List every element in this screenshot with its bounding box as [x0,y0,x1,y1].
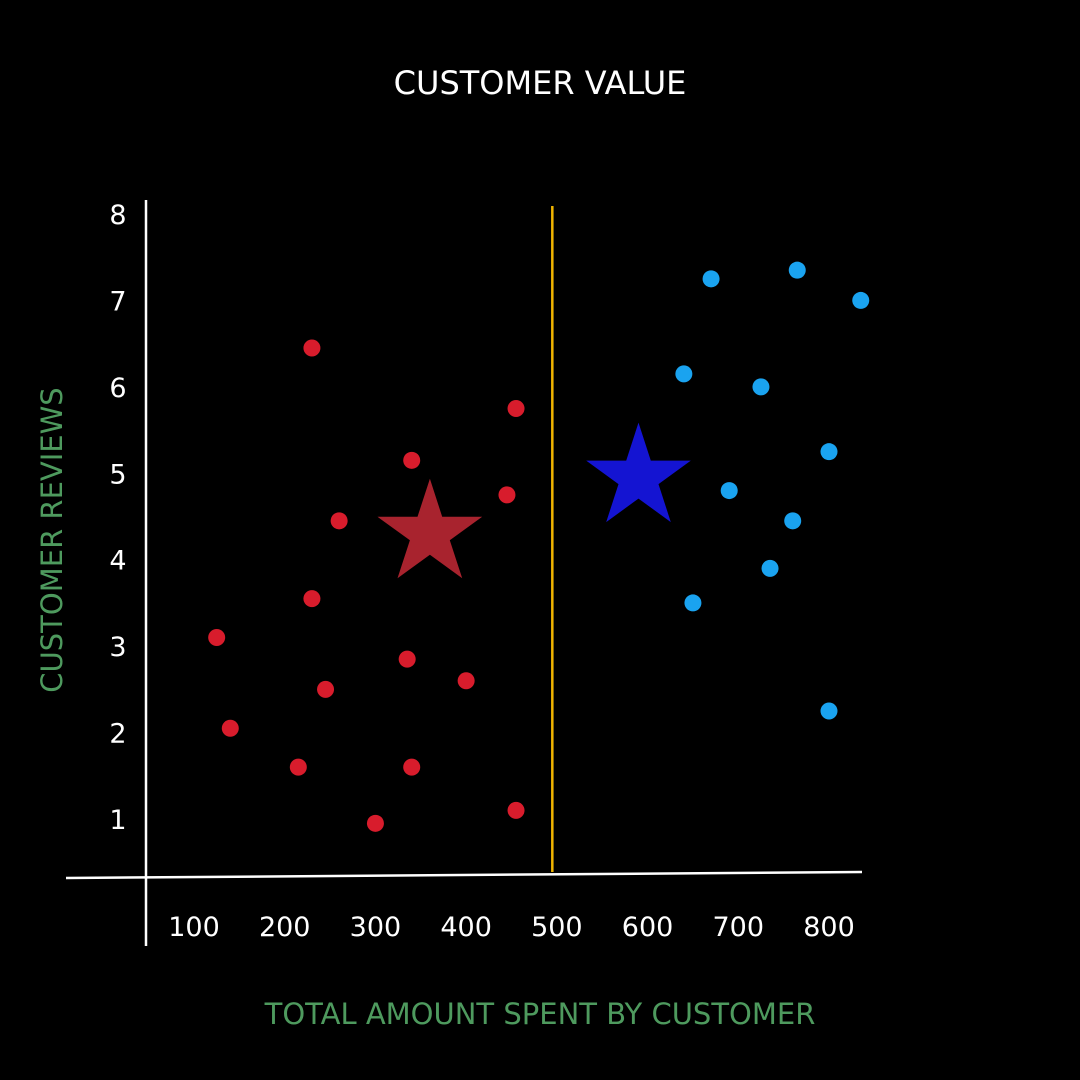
red-cluster-point [498,486,516,504]
chart-title: CUSTOMER VALUE [394,64,687,102]
y-tick-label: 7 [109,286,126,317]
y-tick-label: 4 [109,546,126,577]
blue-cluster-point [675,365,693,383]
blue-cluster-point [752,378,770,396]
y-axis-label: CUSTOMER REVIEWS [35,387,69,692]
red-cluster-point [403,758,421,776]
red-cluster-point [403,451,421,469]
blue-cluster-point [684,594,702,612]
red-cluster-point [398,650,416,668]
red-cluster-point [303,590,321,608]
x-tick-label: 500 [531,912,583,943]
red-cluster-point [366,814,384,832]
blue-cluster-point [702,270,720,288]
x-tick-label: 800 [803,912,855,943]
data-points [208,261,870,832]
y-tick-label: 6 [109,373,126,404]
blue-cluster-point [788,261,806,279]
x-tick-label: 100 [168,912,220,943]
y-tick-label: 1 [109,805,126,836]
y-tick-labels: 1 2 3 4 5 6 7 8 [109,200,126,836]
red-cluster-point [457,672,475,690]
x-axis-line [65,870,863,880]
x-tick-label: 600 [622,912,674,943]
red-cluster-point [208,629,226,646]
x-tick-label: 200 [259,912,311,943]
x-axis-label: TOTAL AMOUNT SPENT BY CUSTOMER [264,997,816,1031]
blue-cluster-point [852,291,870,309]
y-tick-label: 8 [109,200,126,231]
x-tick-label: 400 [440,912,492,943]
y-tick-label: 2 [109,719,126,750]
x-tick-labels: 100 200 300 400 500 600 700 800 [168,912,855,943]
red-cluster-point [507,399,525,417]
x-tick-label: 700 [713,912,765,943]
blue-cluster-point [820,702,838,720]
x-tick-label: 300 [350,912,402,943]
centroid-markers [377,422,691,579]
red-centroid-star [377,478,483,579]
blue-cluster-point [720,482,738,500]
red-cluster-point [303,339,321,357]
y-tick-label: 5 [109,459,126,490]
blue-cluster-point [820,443,838,461]
red-cluster-point [317,680,335,698]
blue-centroid-star [586,422,691,523]
red-cluster-point [330,512,348,530]
red-cluster-point [289,758,307,776]
red-cluster-point [221,719,239,737]
red-cluster-point [507,801,525,819]
blue-cluster-point [761,559,779,577]
blue-cluster-point [784,512,802,530]
y-tick-label: 3 [109,632,126,663]
